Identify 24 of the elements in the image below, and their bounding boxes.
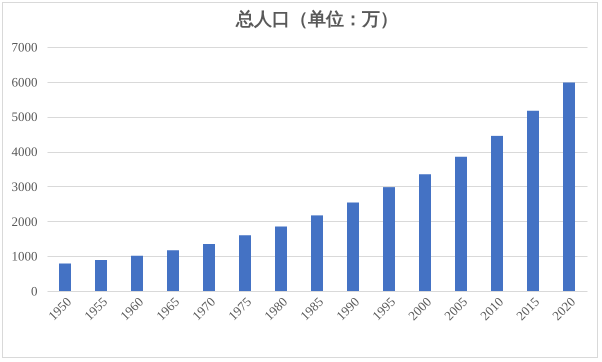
y-tick-label: 1000 xyxy=(12,248,38,264)
chart-title: 总人口（单位：万） xyxy=(235,9,398,29)
bar xyxy=(311,215,323,291)
y-tick-label: 2000 xyxy=(12,214,38,229)
y-tick-label: 6000 xyxy=(12,74,38,90)
y-tick-label: 3000 xyxy=(12,178,38,194)
bar xyxy=(95,260,107,291)
bar xyxy=(203,244,215,291)
bar xyxy=(131,256,143,291)
bar xyxy=(491,136,503,291)
bar xyxy=(167,250,179,291)
y-tick-label: 0 xyxy=(31,284,38,298)
y-tick-label: 5000 xyxy=(12,109,38,124)
bar xyxy=(59,263,71,291)
bar xyxy=(383,187,395,291)
bar xyxy=(239,235,251,291)
bar xyxy=(455,156,467,291)
bar xyxy=(347,202,359,291)
bar xyxy=(527,110,539,291)
bar xyxy=(419,174,431,291)
bar xyxy=(563,82,575,291)
bar xyxy=(275,226,287,291)
y-tick-label: 7000 xyxy=(12,40,38,54)
y-tick-label: 4000 xyxy=(12,144,38,160)
